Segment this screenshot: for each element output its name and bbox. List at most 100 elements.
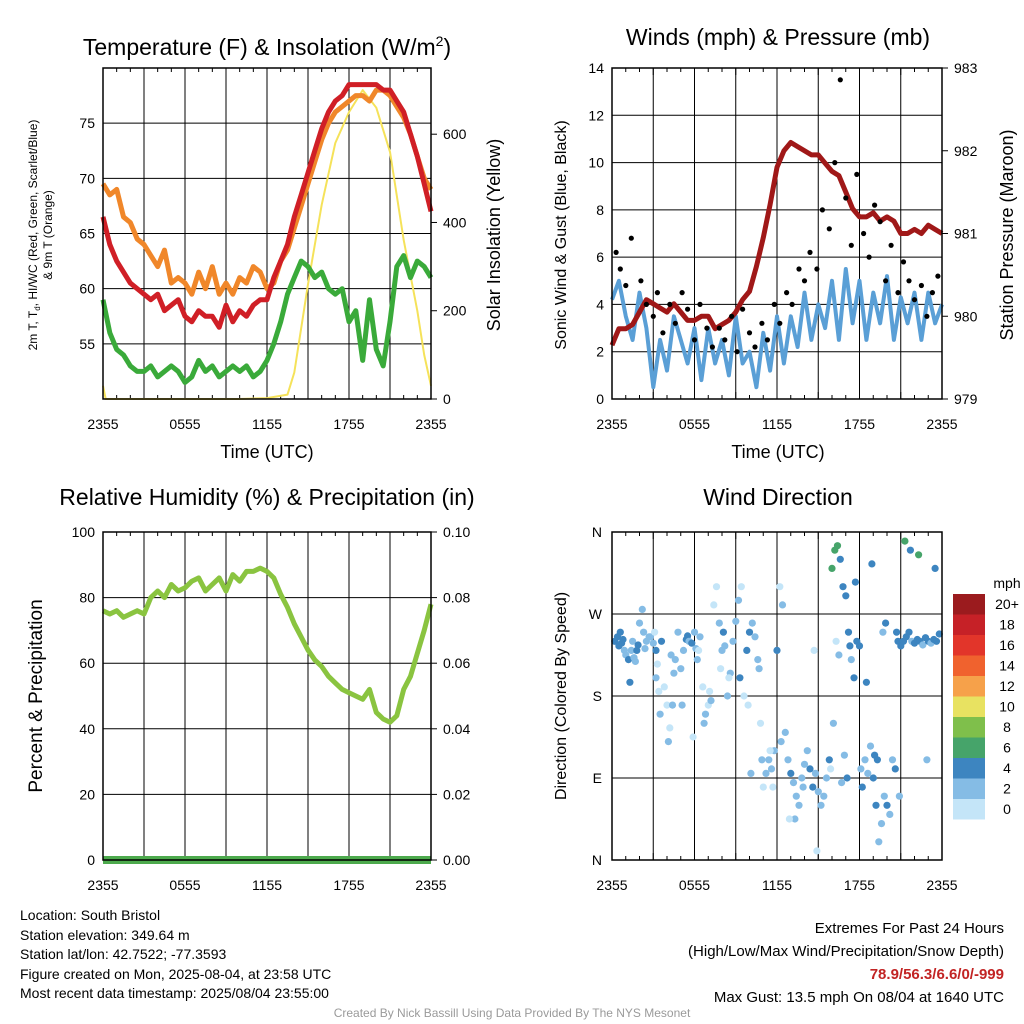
pressure-y2-tick-label: 981 (954, 226, 978, 242)
insolation-y2-tick-label: 400 (443, 214, 467, 230)
gust-point (771, 301, 777, 307)
temperature-x-tick-label: 1155 (252, 416, 282, 432)
wind-y-tick-label: 0 (596, 391, 604, 407)
wind-direction-point (814, 788, 822, 796)
gust-point (888, 242, 894, 248)
colorbar-label: 12 (999, 678, 1015, 694)
wind-direction-point (851, 578, 860, 586)
wind-direction-point (872, 801, 880, 809)
wind-direction-point (864, 769, 872, 778)
wind-direction-point (781, 728, 789, 737)
colorbar-label: 8 (1003, 719, 1011, 735)
wind-direction-point (906, 546, 915, 554)
gust-point (872, 202, 878, 208)
wind-direction-point (861, 756, 869, 764)
gust-point (895, 290, 901, 296)
humidity-plot: 2355 0555 1155 1755 2355 0 20 40 60 80 100 0.00 0.02… (72, 524, 471, 893)
insolation-y2-tick-label: 200 (443, 303, 467, 319)
gust-point (764, 337, 771, 343)
wind-direction-point (813, 847, 821, 855)
gust-point (746, 330, 753, 336)
temperature-y-tick-label: 60 (79, 281, 95, 297)
wind-direction-point (866, 742, 875, 750)
wind-direction-point (827, 765, 835, 773)
wind-direction-point (811, 769, 820, 778)
wind-direction-point (931, 564, 939, 573)
wind-direction-y-tick-label: E (593, 770, 602, 786)
wind-direction-point (696, 633, 704, 641)
colorbar-title: mph (993, 575, 1020, 591)
wind-direction-point (825, 756, 833, 764)
wind-direction-x-tick-label: 0555 (679, 877, 710, 893)
colorbar-swatch (953, 635, 985, 656)
wind-direction-point (688, 639, 696, 647)
colorbar-swatch (953, 799, 985, 820)
wind-direction-point (689, 733, 697, 741)
gust-point (883, 278, 889, 284)
insolation-axis-label: Solar Insolation (Yellow) (484, 139, 504, 331)
colorbar-swatch (953, 676, 985, 697)
wind-direction-point (888, 756, 897, 764)
precip-y2-tick-label: 0.00 (443, 852, 470, 868)
wind-direction-point (756, 719, 765, 727)
wind-direction-point (905, 628, 913, 636)
gust-point (848, 242, 854, 248)
wind-direction-point (787, 769, 795, 778)
humidity-frame (102, 531, 432, 861)
humidity-x-tick-label: 2355 (415, 877, 446, 893)
colorbar-label: 20+ (995, 596, 1019, 612)
wind-direction-point (754, 656, 762, 664)
extremes-values: 78.9/56.3/6.6/0/-999 (869, 966, 1004, 983)
colorbar-swatch (953, 614, 985, 635)
temperature-x-tick-label: 2355 (87, 416, 118, 432)
max-gust: Max Gust: 13.5 mph On 08/04 at 1640 UTC (713, 989, 1004, 1006)
gust-point (734, 349, 740, 355)
wind-direction-point (717, 665, 725, 673)
wind-direction-point (663, 701, 671, 709)
colorbar-label: 0 (1003, 801, 1011, 817)
precip-y2-tick-label: 0.08 (443, 590, 470, 606)
pressure-y2-tick-label: 980 (954, 308, 978, 324)
wind-y-tick-label: 4 (596, 296, 604, 312)
wind-direction-point (656, 710, 664, 718)
colorbar-label: 14 (999, 658, 1015, 674)
wind-direction-point (895, 792, 904, 800)
wind-direction-point (671, 656, 679, 664)
gust-point (638, 278, 644, 284)
gust-point (623, 282, 629, 289)
gust-point (843, 195, 849, 201)
wind-direction-point (719, 628, 728, 636)
temperature-panel: Temperature (F) & Insolation (W/m2) 2355… (26, 33, 504, 462)
wind-direction-point (624, 656, 633, 664)
wind-direction-point (679, 646, 688, 655)
wind-direction-point (776, 583, 784, 591)
wind-direction-point (620, 646, 629, 655)
gust-point (807, 249, 813, 255)
temperature-x-tick-label: 1755 (333, 416, 364, 432)
wind-direction-point (935, 630, 943, 638)
gust-point (814, 266, 820, 272)
wind-direction-y-axis-label: Direction (Colored By Speed) (553, 592, 570, 800)
wind-direction-y-tick-label: N (592, 852, 602, 868)
gust-point (866, 254, 872, 260)
wind-direction-point (798, 774, 806, 782)
precip-y2-tick-label: 0.04 (443, 721, 470, 737)
humidity-y-tick-label: 40 (79, 721, 95, 737)
wind-direction-point (667, 651, 675, 659)
pressure-y2-tick-label: 982 (954, 143, 978, 159)
wind-direction-point (651, 628, 659, 636)
insolation-y2-tick-label: 0 (443, 391, 451, 407)
wind-direction-point (684, 632, 692, 640)
gust-point (826, 226, 832, 232)
wind-direction-point (729, 637, 737, 645)
wind-direction-point (893, 628, 901, 636)
wind-y-tick-label: 6 (596, 249, 604, 265)
wind-direction-point (616, 628, 624, 636)
station-location: Location: South Bristol (20, 907, 161, 923)
wind-direction-point (923, 756, 931, 764)
wind-direction-point (879, 628, 887, 636)
wind-direction-x-tick-label: 2355 (596, 877, 627, 893)
wind-direction-point (803, 747, 811, 755)
wind-direction-point (668, 701, 677, 709)
wind-direction-point (777, 738, 785, 746)
